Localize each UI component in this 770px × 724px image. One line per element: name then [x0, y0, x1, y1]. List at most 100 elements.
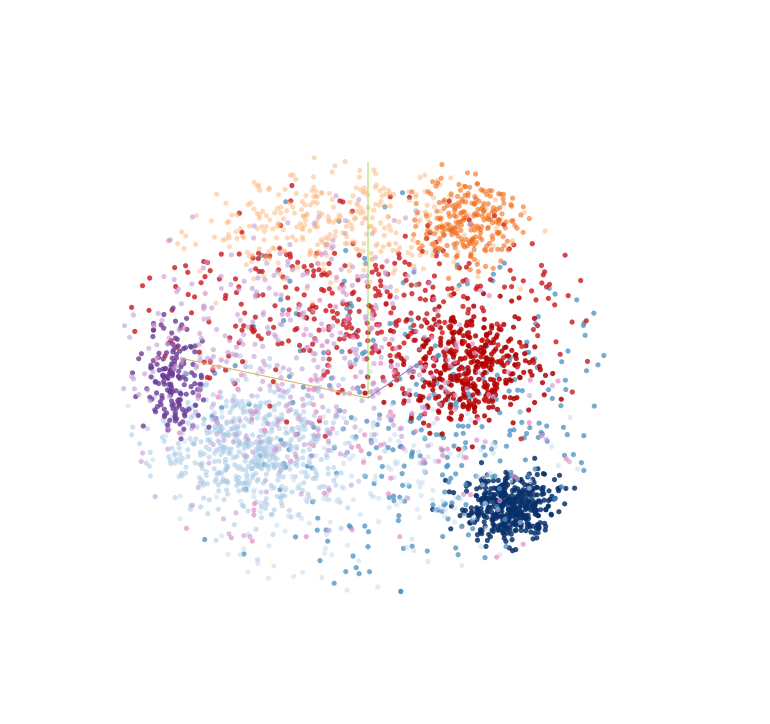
point: [154, 390, 160, 396]
point: [231, 379, 237, 385]
point: [238, 498, 244, 504]
point: [218, 273, 224, 279]
point: [218, 357, 224, 363]
point: [245, 398, 251, 405]
point: [406, 197, 413, 203]
point: [300, 448, 306, 454]
point: [299, 423, 306, 429]
point: [533, 297, 539, 303]
point: [270, 379, 276, 385]
point: [146, 345, 152, 351]
point: [291, 573, 297, 580]
point: [356, 296, 362, 302]
point: [510, 420, 516, 426]
point: [385, 214, 391, 220]
point: [441, 232, 447, 238]
point: [503, 219, 509, 225]
point: [386, 341, 392, 347]
point: [494, 332, 500, 338]
point: [479, 237, 485, 243]
point: [254, 454, 260, 460]
point: [470, 392, 476, 398]
point: [362, 349, 368, 355]
point: [297, 428, 303, 434]
point: [490, 393, 496, 400]
point: [530, 536, 536, 542]
point: [531, 359, 537, 366]
point: [497, 324, 503, 330]
point: [174, 416, 180, 422]
point: [343, 223, 349, 229]
point: [445, 393, 451, 399]
point: [358, 369, 364, 375]
point: [472, 201, 478, 207]
point: [457, 397, 463, 403]
point: [462, 377, 468, 383]
point: [185, 453, 191, 460]
point: [527, 393, 533, 399]
point: [179, 229, 185, 235]
point: [494, 406, 500, 412]
point: [225, 491, 231, 497]
point: [266, 185, 272, 191]
point: [354, 386, 360, 392]
point: [448, 363, 454, 369]
point: [335, 408, 341, 414]
point: [332, 233, 338, 240]
point: [378, 442, 384, 448]
point: [368, 250, 374, 256]
point: [469, 341, 475, 347]
point: [463, 440, 469, 446]
point: [385, 491, 391, 497]
point: [483, 525, 489, 532]
point: [267, 383, 273, 389]
point: [219, 408, 225, 414]
point: [251, 353, 257, 359]
point: [221, 437, 227, 443]
point: [494, 554, 500, 560]
point: [373, 346, 379, 352]
point: [226, 432, 232, 438]
point: [303, 217, 309, 223]
point: [318, 376, 324, 382]
point: [524, 505, 530, 511]
point: [205, 510, 211, 517]
point: [172, 494, 178, 501]
point: [427, 392, 433, 398]
point: [529, 497, 535, 503]
point: [463, 455, 469, 461]
point: [442, 507, 448, 513]
point: [249, 326, 255, 332]
point: [525, 473, 531, 479]
point: [187, 436, 193, 442]
point: [164, 341, 170, 347]
point: [176, 368, 182, 374]
point: [539, 380, 546, 386]
point: [376, 271, 382, 277]
point: [289, 489, 295, 495]
point: [465, 365, 471, 371]
point: [392, 373, 398, 379]
point: [371, 405, 377, 411]
point: [285, 258, 291, 264]
point: [235, 466, 241, 472]
point: [465, 532, 471, 538]
point: [224, 419, 230, 425]
point: [466, 239, 472, 245]
point: [359, 273, 365, 279]
point: [319, 190, 325, 196]
point: [421, 457, 427, 463]
point: [508, 531, 514, 537]
point: [373, 243, 379, 249]
point: [240, 480, 246, 486]
point: [241, 278, 247, 284]
point: [372, 285, 378, 292]
point: [403, 277, 409, 283]
point: [468, 417, 474, 423]
point: [282, 186, 288, 192]
point: [315, 427, 321, 433]
series-5: [129, 182, 591, 442]
point: [300, 213, 306, 219]
